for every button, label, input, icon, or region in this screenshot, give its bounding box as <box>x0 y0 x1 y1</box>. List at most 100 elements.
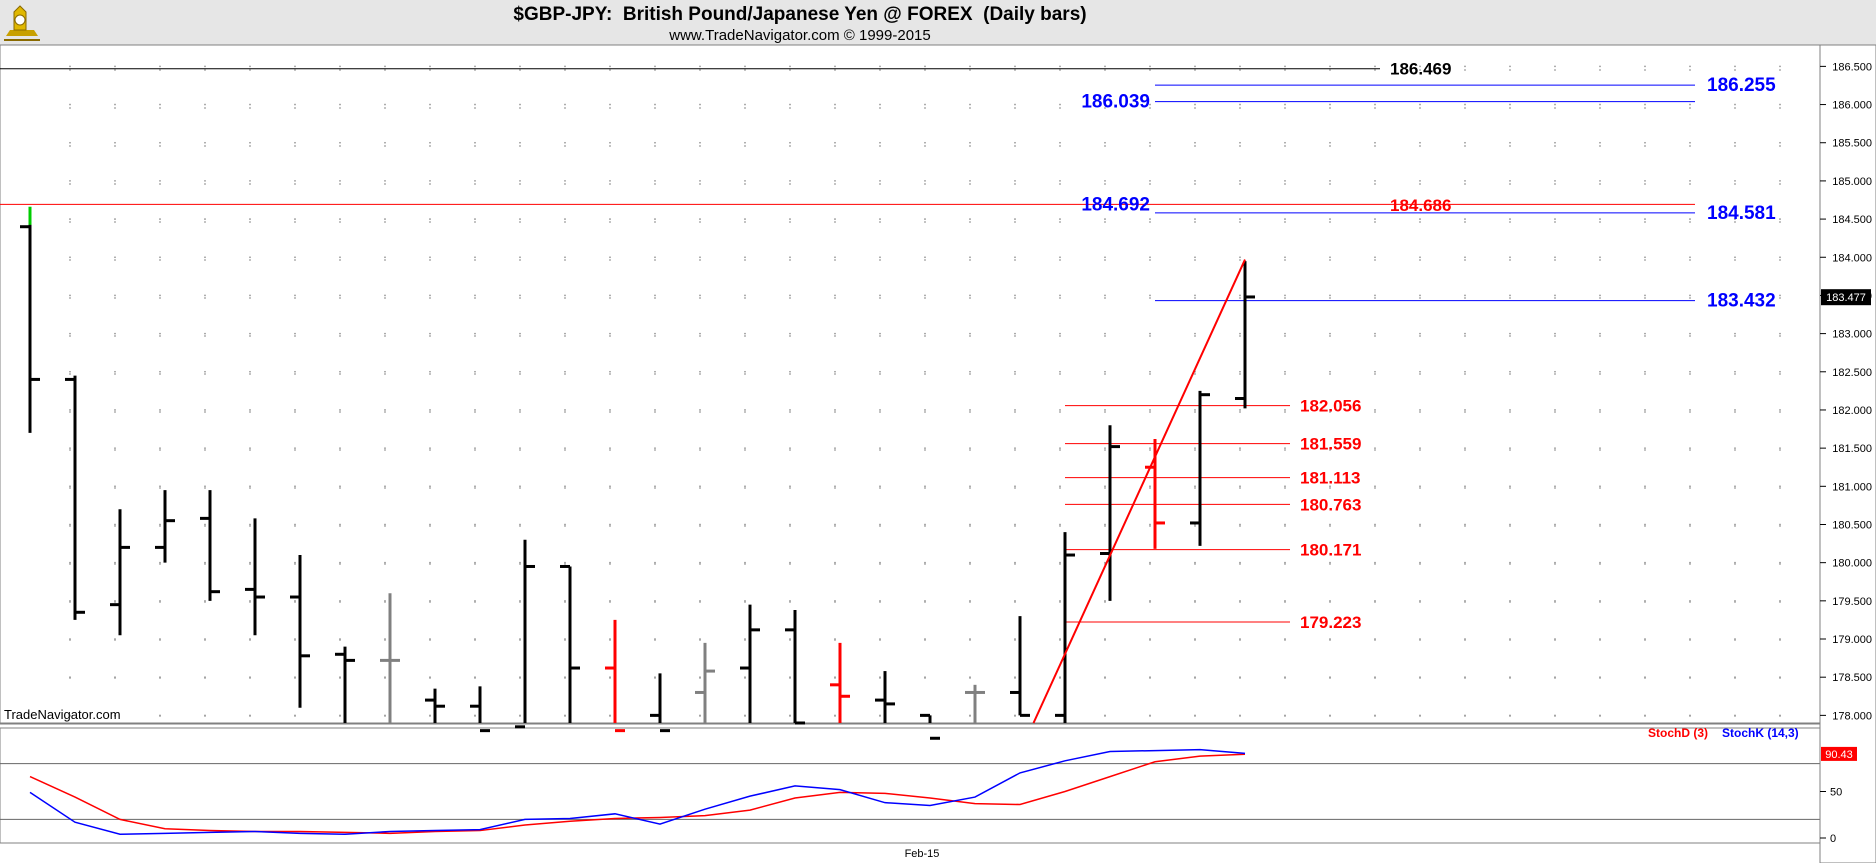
grid-dot <box>654 221 656 223</box>
grid-dot <box>879 183 881 185</box>
grid-dot <box>249 103 251 106</box>
grid-dot <box>1689 103 1691 106</box>
grid-dot <box>1419 409 1421 411</box>
grid-dot <box>1599 639 1601 641</box>
grid-dot <box>744 218 746 220</box>
grid-dot <box>1689 180 1691 182</box>
grid-dot <box>474 409 476 411</box>
grid-dot <box>1149 715 1151 717</box>
grid-dot <box>159 487 161 489</box>
grid-dot <box>879 523 881 526</box>
grid-dot <box>69 601 71 603</box>
grid-dot <box>339 563 341 565</box>
grid-dot <box>1014 487 1016 489</box>
grid-dot <box>384 335 386 337</box>
grid-dot <box>1014 563 1016 565</box>
grid-dot <box>1644 561 1646 564</box>
grid-dot <box>564 373 566 375</box>
grid-dot <box>429 332 431 335</box>
grid-dot <box>1059 677 1061 679</box>
grid-dot <box>204 485 206 488</box>
grid-dot <box>429 561 431 564</box>
grid-dot <box>384 294 386 297</box>
grid-dot <box>1464 561 1466 564</box>
grid-dot <box>1329 715 1331 717</box>
grid-dot <box>69 411 71 413</box>
grid-dot <box>609 485 611 488</box>
grid-dot <box>1014 370 1016 373</box>
grid-dot <box>789 487 791 489</box>
grid-dot <box>969 256 971 259</box>
grid-dot <box>1149 145 1151 147</box>
grid-dot <box>1599 294 1601 297</box>
grid-dot <box>1239 563 1241 565</box>
grid-dot <box>924 487 926 489</box>
level-label: 184.692 <box>1081 194 1150 215</box>
grid-dot <box>1779 449 1781 451</box>
grid-dot <box>879 447 881 450</box>
grid-dot <box>1554 332 1556 335</box>
grid-dot <box>564 141 566 144</box>
grid-dot <box>519 601 521 603</box>
grid-dot <box>609 256 611 259</box>
grid-dot <box>1329 601 1331 603</box>
grid-dot <box>1779 141 1781 144</box>
grid-dot <box>1599 411 1601 413</box>
grid-dot <box>1464 523 1466 526</box>
grid-dot <box>204 601 206 603</box>
grid-dot <box>609 297 611 299</box>
grid-dot <box>1239 525 1241 527</box>
grid-dot <box>1284 145 1286 147</box>
grid-dot <box>789 370 791 373</box>
grid-dot <box>1194 487 1196 489</box>
grid-dot <box>879 409 881 411</box>
grid-dot <box>339 107 341 109</box>
grid-dot <box>1059 447 1061 450</box>
grid-dot <box>699 141 701 144</box>
grid-dot <box>1599 715 1601 717</box>
grid-dot <box>654 485 656 488</box>
grid-dot <box>1419 183 1421 185</box>
grid-dot <box>1104 180 1106 182</box>
grid-dot <box>1059 373 1061 375</box>
grid-dot <box>1689 563 1691 565</box>
grid-dot <box>564 107 566 109</box>
grid-dot <box>114 259 116 261</box>
grid-dot <box>114 563 116 565</box>
grid-dot <box>1509 601 1511 603</box>
grid-dot <box>744 103 746 106</box>
grid-dot <box>1599 370 1601 373</box>
grid-dot <box>429 183 431 185</box>
grid-dot <box>1554 65 1556 68</box>
grid-dot <box>1509 639 1511 641</box>
grid-dot <box>114 145 116 147</box>
grid-dot <box>969 69 971 71</box>
grid-dot <box>1014 256 1016 259</box>
grid-dot <box>519 332 521 335</box>
grid-dot <box>834 409 836 411</box>
grid-dot <box>69 332 71 335</box>
x-tick-label: Feb-15 <box>905 848 940 860</box>
grid-dot <box>429 294 431 297</box>
grid-dot <box>1509 103 1511 106</box>
grid-dot <box>339 487 341 489</box>
grid-dot <box>1194 561 1196 564</box>
grid-dot <box>204 65 206 68</box>
grid-dot <box>1734 639 1736 641</box>
grid-dot <box>1014 183 1016 185</box>
level-label: 186.255 <box>1707 75 1776 96</box>
grid-dot <box>969 409 971 411</box>
grid-dot <box>834 335 836 337</box>
grid-dot <box>1689 523 1691 526</box>
grid-dot <box>1104 639 1106 641</box>
grid-dot <box>1059 103 1061 106</box>
grid-dot <box>834 525 836 527</box>
grid-dot <box>924 221 926 223</box>
grid-dot <box>1059 525 1061 527</box>
grid-dot <box>924 256 926 259</box>
grid-dot <box>879 525 881 527</box>
level-label: 183.432 <box>1707 291 1776 312</box>
grid-dot <box>1554 145 1556 147</box>
grid-dot <box>1689 409 1691 411</box>
grid-dot <box>609 639 611 641</box>
